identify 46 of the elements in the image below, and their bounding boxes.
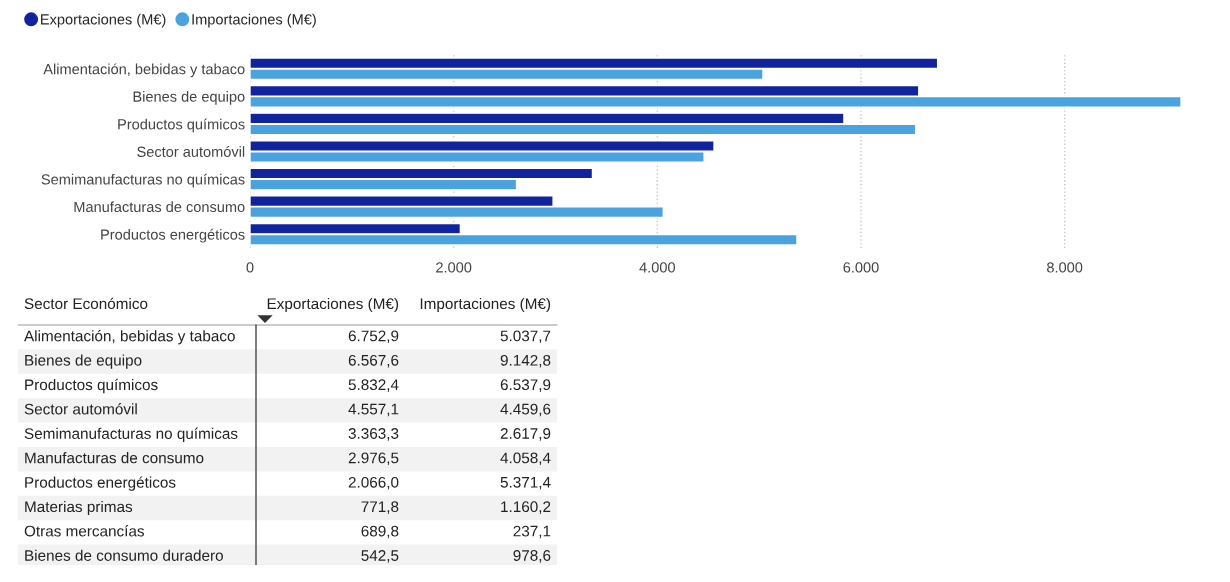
data-label: 2.976,5 [348, 452, 399, 466]
y-tick-label: Sector automóvil [137, 146, 245, 157]
data-label: 4.058,4 [500, 452, 551, 466]
y-tick-label: Bienes de equipo [133, 91, 245, 105]
data-label: 6.567,6 [348, 354, 399, 368]
data-label: 2.617,9 [500, 428, 551, 441]
data-label: 771,8 [361, 501, 399, 514]
data-label: 5.832,4 [348, 379, 399, 392]
y-tick-label: Productos químicos [118, 118, 245, 133]
x-tick-label: 2.000 [436, 262, 472, 273]
y-tick-label: Alimentación, bebidas y tabaco [43, 63, 245, 78]
data-label: 6.537,9 [500, 379, 551, 392]
x-tick-label: 4.000 [639, 262, 675, 273]
text: Exportaciones (M€) [267, 297, 399, 313]
data-label: 5.371,4 [500, 476, 551, 490]
data-label: 6.752,9 [348, 330, 399, 344]
text: Importaciones (M€) [420, 297, 551, 313]
data-label: 4.557,1 [348, 403, 399, 417]
data-label: 1.160,2 [501, 501, 551, 514]
data-label: 3.363,3 [348, 428, 399, 441]
legend-label: Exportaciones (M€) [41, 13, 166, 28]
data-label: 2.066,0 [348, 476, 399, 490]
data-label: 689,8 [361, 525, 399, 539]
category-label: Materias primas [25, 500, 133, 516]
data-label: 542,5 [361, 550, 399, 563]
data-label: 4.459,6 [500, 403, 551, 417]
category-label: Sector automóvil [24, 403, 137, 415]
x-tick-label: 0 [246, 262, 254, 273]
legend-label: Importaciones (M€) [192, 13, 316, 28]
category-label: Otras mercancías [24, 525, 145, 537]
category-label: Productos energéticos [25, 476, 176, 491]
category-label: Alimentación, bebidas y tabaco [24, 329, 235, 345]
data-label: 237,1 [513, 525, 551, 539]
category-label: Manufacturas de consumo [25, 452, 204, 464]
data-label: 9.142,8 [500, 354, 551, 368]
data-label: 5.037,7 [500, 330, 551, 344]
x-tick-label: 6.000 [843, 262, 879, 273]
text: Sector Económico [24, 297, 148, 310]
x-tick-label: 8.000 [1047, 262, 1083, 273]
y-tick-label: Semimanufacturas no químicas [41, 173, 245, 188]
y-tick-label: Productos energéticos [101, 228, 245, 243]
category-label: Productos químicos [25, 378, 158, 394]
data-label: 978,6 [513, 550, 551, 563]
y-tick-label: Manufacturas de consumo [74, 201, 245, 213]
category-label: Bienes de equipo [25, 354, 142, 369]
category-label: Bienes de consumo duradero [25, 549, 223, 561]
